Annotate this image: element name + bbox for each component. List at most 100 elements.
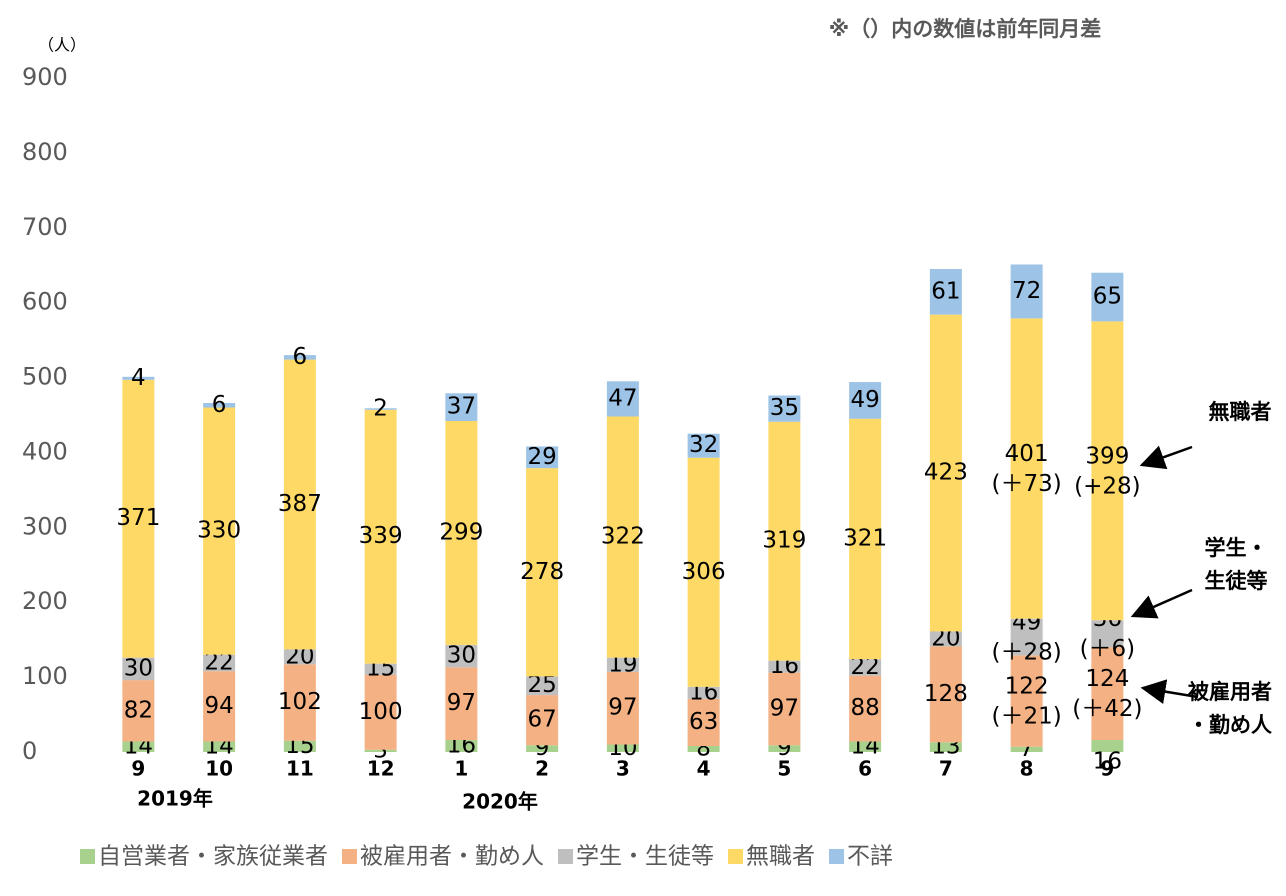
data-label: 387 xyxy=(278,491,322,517)
bar-segment xyxy=(606,381,639,417)
bar-segment xyxy=(1091,620,1124,648)
data-label: 306 xyxy=(682,559,726,585)
year-label: 2019年 xyxy=(137,787,213,811)
data-label: 37 xyxy=(447,394,476,420)
bar-segment xyxy=(526,695,559,746)
bar-segment xyxy=(929,646,962,743)
data-label: 100 xyxy=(359,699,403,725)
bar-segment xyxy=(526,745,559,752)
bar-segment xyxy=(203,654,236,672)
data-label: 65 xyxy=(1093,284,1122,310)
y-tick-label: 400 xyxy=(22,437,68,465)
bar-segment xyxy=(1091,272,1124,322)
bar-segment xyxy=(364,749,397,752)
diff-label: (＋28) xyxy=(992,640,1062,666)
y-tick-label: 900 xyxy=(22,63,68,91)
data-label: 94 xyxy=(204,693,233,719)
data-label: 47 xyxy=(608,385,637,411)
data-label: 423 xyxy=(924,460,968,486)
bar-segment xyxy=(283,649,316,665)
bar-segment xyxy=(929,742,962,752)
bar-segment xyxy=(768,745,801,752)
y-tick-label: 0 xyxy=(22,737,37,765)
y-tick-label: 700 xyxy=(22,213,68,241)
data-label: 339 xyxy=(359,523,403,549)
bar-segment xyxy=(1091,647,1124,741)
data-label: 128 xyxy=(924,681,968,707)
bar-segment xyxy=(849,675,882,742)
data-label: 16 xyxy=(1093,749,1122,775)
bar-segment xyxy=(364,409,397,664)
data-label: 88 xyxy=(850,695,879,721)
bar-segment xyxy=(687,433,720,458)
bar-segment xyxy=(1010,746,1043,752)
callout-label: 被雇用者 xyxy=(1188,680,1272,704)
data-label: 30 xyxy=(447,643,476,669)
x-tick-label: 7 xyxy=(939,757,953,781)
bar-segment xyxy=(1010,264,1043,319)
x-tick-label: 3 xyxy=(616,757,630,781)
x-tick-label: 8 xyxy=(1020,757,1034,781)
bar-segment xyxy=(606,671,639,745)
data-label: 401 xyxy=(1005,441,1049,467)
callout-label: ・勤め人 xyxy=(1188,713,1272,737)
bar-segment xyxy=(1091,321,1124,621)
legend-swatch xyxy=(728,849,743,864)
x-tick-label: 4 xyxy=(697,757,711,781)
data-label: 399 xyxy=(1085,443,1129,469)
bar-segment xyxy=(445,740,478,752)
data-label: 97 xyxy=(608,695,637,721)
y-tick-label: 200 xyxy=(22,587,68,615)
bar-segment xyxy=(283,664,316,741)
x-tick-label: 6 xyxy=(858,757,872,781)
bar-segment xyxy=(768,421,801,661)
data-label: 2 xyxy=(373,396,388,422)
x-tick-label: 11 xyxy=(286,757,314,781)
data-label: 330 xyxy=(197,518,241,544)
data-label: 299 xyxy=(439,519,483,545)
bar-segment xyxy=(203,403,236,408)
bar-segment xyxy=(1010,618,1043,656)
year-label: 2020年 xyxy=(462,790,538,814)
bar-segment xyxy=(849,659,882,676)
data-label: 63 xyxy=(689,709,718,735)
legend-label: 被雇用者・勤め人 xyxy=(360,844,544,870)
x-tick-label: 12 xyxy=(367,757,395,781)
data-label: 67 xyxy=(527,707,556,733)
data-label: 4 xyxy=(131,365,146,391)
bar-segment xyxy=(364,674,397,750)
x-tick-label: 2 xyxy=(535,757,549,781)
note: ※（）内の数値は前年同月差 xyxy=(829,17,1101,41)
data-label: 35 xyxy=(770,395,799,421)
data-label: 371 xyxy=(116,505,160,531)
data-label: 30 xyxy=(124,655,153,681)
data-label: 97 xyxy=(447,690,476,716)
data-label: 29 xyxy=(527,444,556,470)
y-tick-label: 600 xyxy=(22,288,68,316)
x-tick-label: 10 xyxy=(205,757,233,781)
bar-segment xyxy=(122,379,155,658)
data-label: 321 xyxy=(843,525,887,551)
bar-segment xyxy=(768,395,801,422)
data-label: 6 xyxy=(293,344,308,370)
bar-segment xyxy=(687,698,720,747)
bar-segment xyxy=(445,667,478,741)
callout-arrow xyxy=(1140,679,1199,704)
bar-segment xyxy=(1010,318,1043,619)
callout-arrow xyxy=(1130,588,1193,619)
x-tick-label: 5 xyxy=(777,757,791,781)
bar-segment xyxy=(364,663,397,675)
bar-segment xyxy=(445,644,478,668)
bar-segment xyxy=(203,671,236,742)
data-label: 102 xyxy=(278,689,322,715)
legend-swatch xyxy=(829,849,844,864)
y-tick-label: 500 xyxy=(22,363,68,391)
bar-segment xyxy=(283,355,316,360)
data-label: 32 xyxy=(689,432,718,458)
bar-segment xyxy=(526,676,559,696)
data-label: 49 xyxy=(850,387,879,413)
data-label: 97 xyxy=(770,695,799,721)
legend-swatch xyxy=(558,849,573,864)
legend-label: 学生・生徒等 xyxy=(576,844,714,870)
